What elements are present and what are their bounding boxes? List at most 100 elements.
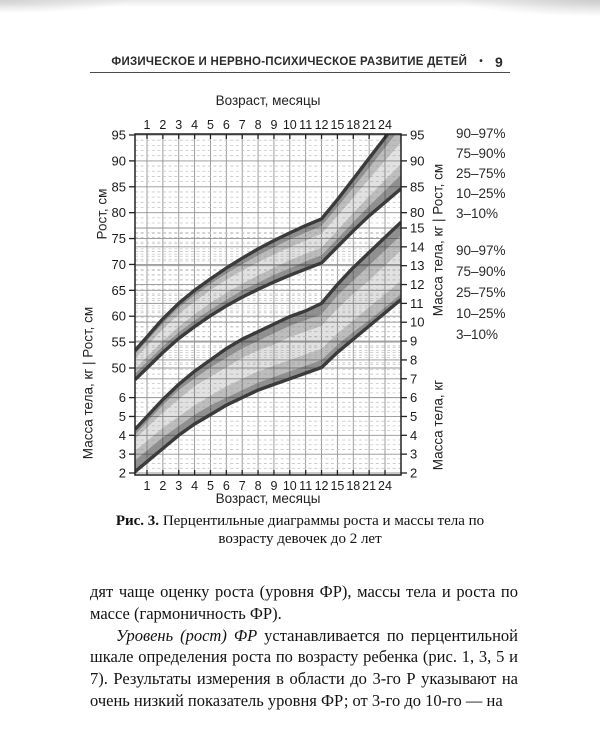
- figure-caption: Рис. 3. Перцентильные диаграммы роста и …: [105, 512, 495, 549]
- svg-text:55: 55: [112, 335, 126, 350]
- svg-text:90: 90: [112, 153, 126, 168]
- percentile-legend: 90–97% 75–90% 25–75% 10–25% 3–10% 90–97% 75–9…: [456, 124, 506, 345]
- header-rule: [90, 72, 510, 73]
- legend-item: 3–10%: [456, 327, 499, 342]
- svg-text:6: 6: [223, 479, 230, 493]
- percentile-edge-curves: [135, 134, 401, 474]
- svg-text:5: 5: [207, 118, 214, 132]
- svg-text:65: 65: [112, 283, 126, 298]
- svg-text:13: 13: [410, 258, 424, 273]
- paragraph-2-lead: Уровень (рост) ФР: [116, 625, 258, 645]
- svg-text:5: 5: [410, 409, 417, 424]
- svg-text:8: 8: [410, 352, 417, 367]
- svg-text:60: 60: [112, 309, 126, 324]
- legend-item: 25–75%: [456, 166, 506, 181]
- svg-text:9: 9: [410, 334, 417, 349]
- svg-text:85: 85: [112, 179, 126, 194]
- svg-text:6: 6: [223, 118, 230, 132]
- svg-text:1: 1: [144, 479, 151, 493]
- svg-text:18: 18: [346, 479, 360, 493]
- svg-text:12: 12: [315, 479, 329, 493]
- svg-text:75: 75: [112, 231, 126, 246]
- axis-ticks-and-labels: 1122334455667788991010111112121515181821…: [112, 118, 425, 493]
- y-axis-title-left-height: Рост, см: [94, 188, 110, 240]
- paragraph-1: дят чаще оценку роста (уровня ФР), массы…: [90, 582, 518, 623]
- svg-text:9: 9: [270, 479, 277, 493]
- svg-text:3: 3: [410, 447, 417, 462]
- svg-text:90: 90: [410, 153, 424, 168]
- legend-item: 3–10%: [456, 206, 499, 221]
- svg-text:12: 12: [410, 277, 424, 292]
- svg-text:3: 3: [175, 118, 182, 132]
- header-bullet: •: [479, 55, 483, 67]
- paragraph-2: Уровень (рост) ФР устанавливается по пер…: [90, 625, 518, 712]
- plot-border: [134, 133, 402, 476]
- legend-item: 25–75%: [456, 285, 506, 300]
- svg-text:12: 12: [315, 118, 329, 132]
- svg-text:24: 24: [378, 118, 392, 132]
- y-axis-title-right-weight: Масса тела, кг: [430, 379, 446, 471]
- svg-text:2: 2: [159, 479, 166, 493]
- running-header: ФИЗИЧЕСКОЕ И НЕРВНО-ПСИХИЧЕСКОЕ РАЗВИТИЕ…: [111, 54, 503, 70]
- svg-text:7: 7: [239, 118, 246, 132]
- svg-text:10: 10: [410, 315, 424, 330]
- y-axis-title-left-combined: Масса тела, кг | Рост, см: [80, 306, 96, 460]
- svg-text:24: 24: [378, 479, 392, 493]
- svg-text:7: 7: [239, 479, 246, 493]
- svg-text:11: 11: [299, 479, 312, 493]
- svg-text:15: 15: [330, 479, 344, 493]
- svg-text:4: 4: [410, 428, 417, 443]
- svg-text:15: 15: [410, 221, 424, 236]
- svg-text:2: 2: [159, 118, 166, 132]
- svg-text:50: 50: [112, 361, 126, 376]
- scan-edge-artifact: [0, 0, 600, 7]
- svg-text:8: 8: [255, 118, 262, 132]
- svg-text:11: 11: [410, 296, 424, 311]
- svg-text:5: 5: [119, 409, 126, 424]
- scan-corner-left: [0, 0, 130, 13]
- svg-text:4: 4: [191, 479, 198, 493]
- svg-text:6: 6: [119, 390, 126, 405]
- weight-percentile-legend: 90–97% 75–90% 25–75% 10–25% 3–10%: [456, 240, 506, 345]
- svg-text:3: 3: [175, 479, 182, 493]
- height-percentile-legend: 90–97% 75–90% 25–75% 10–25% 3–10%: [456, 124, 506, 224]
- x-axis-title-top: Возраст, месяцы: [215, 93, 321, 108]
- legend-item: 10–25%: [456, 186, 506, 201]
- svg-text:85: 85: [410, 179, 424, 194]
- svg-text:2: 2: [119, 466, 126, 481]
- svg-text:9: 9: [270, 118, 277, 132]
- svg-text:10: 10: [283, 118, 297, 132]
- svg-text:95: 95: [112, 128, 126, 143]
- scan-corner-right: [460, 0, 600, 16]
- svg-text:4: 4: [191, 118, 198, 132]
- svg-text:95: 95: [410, 128, 424, 143]
- svg-text:15: 15: [330, 118, 344, 132]
- page-number: 9: [494, 54, 503, 70]
- svg-text:21: 21: [362, 118, 376, 132]
- svg-text:4: 4: [119, 428, 126, 443]
- svg-text:10: 10: [283, 479, 297, 493]
- svg-text:80: 80: [112, 205, 126, 220]
- legend-item: 75–90%: [456, 264, 506, 279]
- y-axis-title-right-combined: Масса тела, кг | Рост, см: [430, 163, 446, 317]
- svg-text:8: 8: [255, 479, 262, 493]
- legend-item: 90–97%: [456, 126, 506, 141]
- paragraph-2-rest: устанавливается по перцентильной шкале о…: [90, 625, 518, 710]
- x-axis-title-bottom: Возраст, месяцы: [215, 491, 321, 506]
- figure-caption-label: Рис. 3.: [115, 513, 160, 529]
- legend-item: 90–97%: [456, 243, 506, 258]
- svg-text:18: 18: [346, 118, 360, 132]
- svg-text:7: 7: [410, 371, 417, 386]
- svg-text:5: 5: [207, 479, 214, 493]
- svg-text:21: 21: [362, 479, 376, 493]
- svg-text:14: 14: [410, 239, 424, 254]
- svg-text:1: 1: [144, 118, 151, 132]
- percentile-chart: 1122334455667788991010111112121515181821…: [112, 118, 425, 493]
- svg-text:3: 3: [119, 447, 126, 462]
- legend-item: 10–25%: [456, 306, 506, 321]
- legend-item: 75–90%: [456, 146, 506, 161]
- svg-text:6: 6: [410, 390, 417, 405]
- running-header-title: ФИЗИЧЕСКОЕ И НЕРВНО-ПСИХИЧЕСКОЕ РАЗВИТИЕ…: [111, 56, 468, 68]
- figure-caption-text: Перцентильные диаграммы роста и массы те…: [159, 513, 485, 548]
